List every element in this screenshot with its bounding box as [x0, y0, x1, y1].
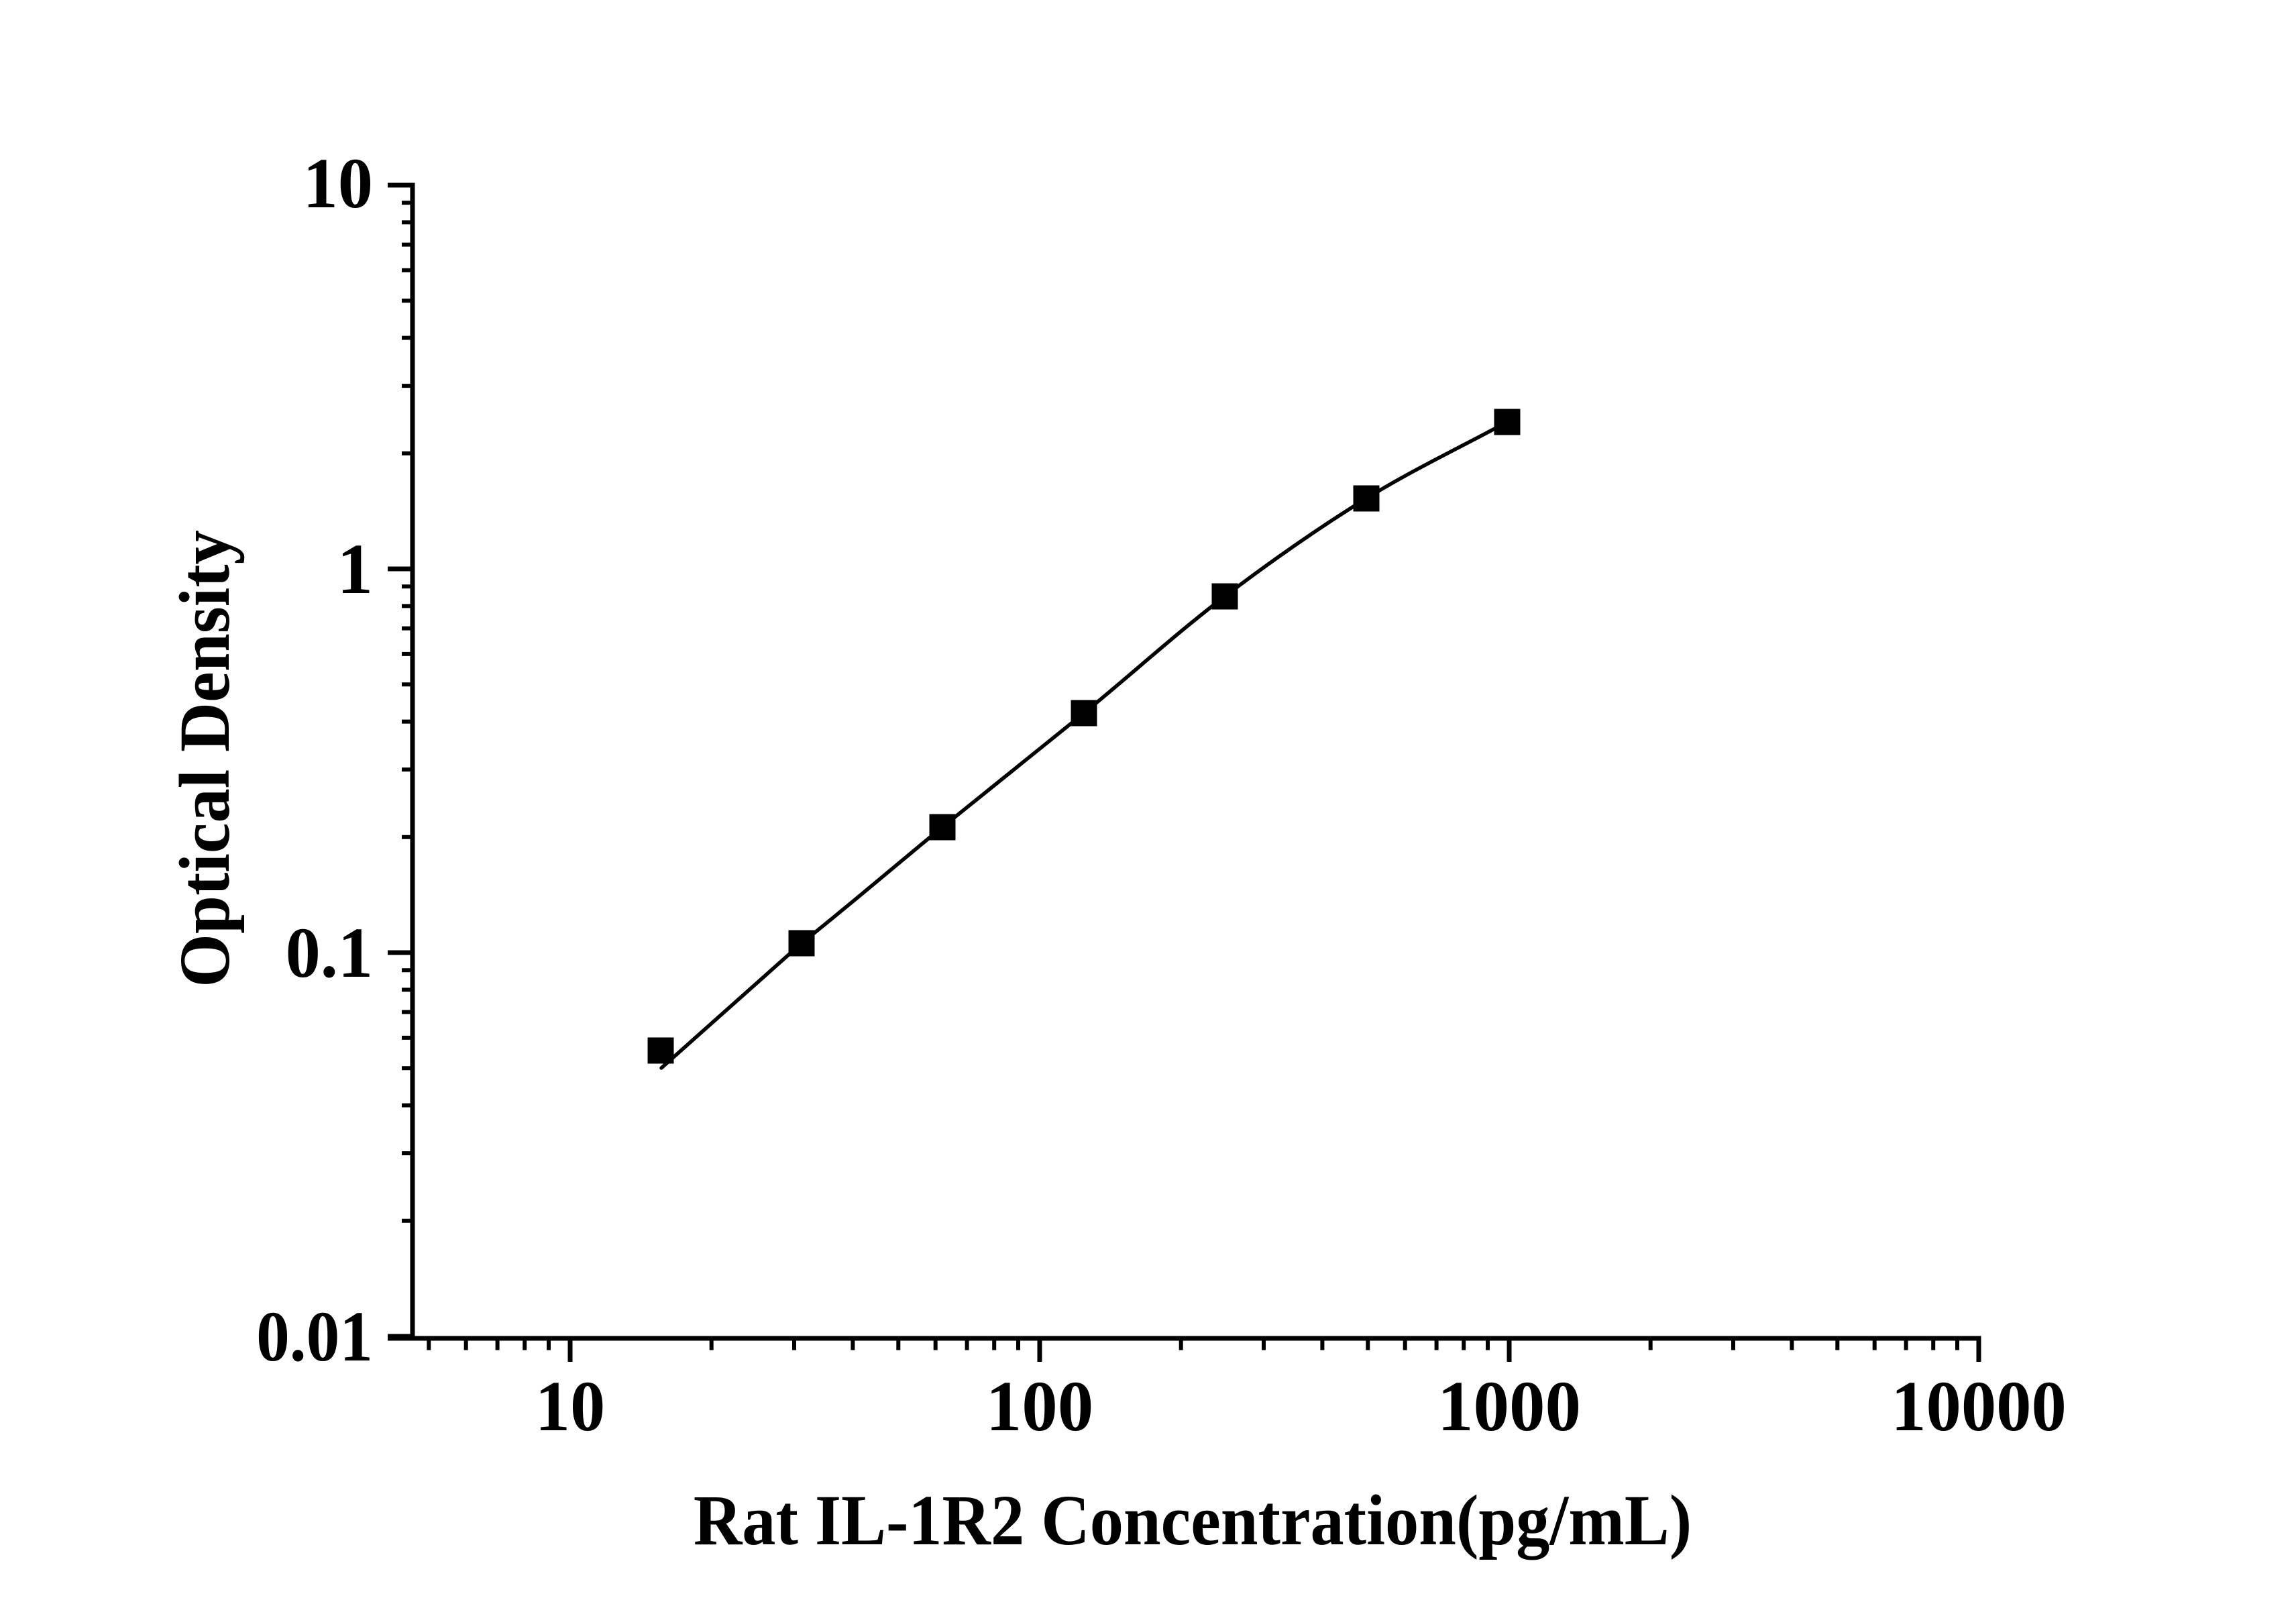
svg-text:10: 10	[303, 144, 374, 223]
svg-text:0.1: 0.1	[286, 914, 373, 993]
svg-text:1: 1	[337, 530, 374, 609]
svg-text:10: 10	[535, 1367, 606, 1446]
svg-text:Rat IL-1R2 Concentration(pg/mL: Rat IL-1R2 Concentration(pg/mL)	[694, 1481, 1692, 1560]
svg-text:0.01: 0.01	[256, 1297, 373, 1377]
svg-text:1000: 1000	[1437, 1367, 1581, 1446]
svg-text:100: 100	[986, 1367, 1094, 1446]
svg-text:Optical Density: Optical Density	[166, 530, 245, 987]
svg-text:10000: 10000	[1891, 1367, 2067, 1446]
